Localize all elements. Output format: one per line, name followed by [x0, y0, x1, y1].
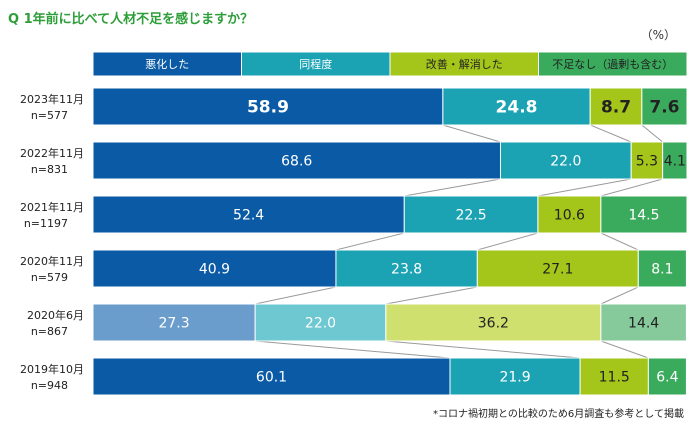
data-label: 6.4	[656, 370, 678, 386]
data-label: 8.1	[651, 262, 673, 278]
category-date-label: 2019年10月	[20, 362, 84, 376]
connector-line	[600, 286, 639, 305]
category-n-label: n=867	[31, 325, 68, 338]
category-n-label: n=577	[31, 109, 68, 122]
bar-segment	[600, 195, 688, 234]
legend-label: 不足なし（過剰も含む）	[552, 57, 673, 71]
data-label: 21.9	[499, 370, 530, 386]
category-date-label: 2022年11月	[20, 146, 84, 160]
bar-segment	[600, 303, 687, 342]
connector-line	[255, 286, 337, 305]
data-label: 4.1	[664, 154, 686, 170]
bar-segment	[92, 141, 501, 180]
data-label: 24.8	[496, 98, 538, 118]
legend-swatch	[389, 51, 539, 77]
connector-line	[385, 340, 581, 359]
category-n-label: n=579	[31, 271, 68, 284]
connector-line	[404, 178, 501, 197]
bar-segment	[442, 87, 591, 126]
data-label: 60.1	[256, 370, 287, 386]
bar-segment	[630, 141, 664, 180]
connector-line	[442, 124, 501, 143]
data-label: 14.5	[628, 208, 659, 224]
category-n-label: n=831	[31, 163, 68, 176]
bar-segment	[92, 87, 444, 126]
data-label: 52.4	[233, 208, 264, 224]
data-label: 5.3	[636, 154, 658, 170]
data-label: 58.9	[247, 98, 289, 118]
bar-segment	[647, 357, 687, 396]
bar-segment	[92, 249, 337, 288]
unit-label: （%）	[640, 28, 676, 42]
bar-segment	[537, 195, 602, 234]
category-n-label: n=1197	[24, 217, 68, 230]
bar-segment	[662, 141, 688, 180]
connector-line	[600, 178, 663, 197]
connector-line	[385, 286, 478, 305]
data-label: 27.3	[158, 316, 189, 332]
bar-segment	[476, 249, 639, 288]
data-label: 11.5	[599, 370, 630, 386]
bar-segment	[449, 357, 581, 396]
chart-title: Q 1年前に比べて人材不足を感じますか？	[8, 12, 254, 27]
legend-swatch	[92, 51, 242, 77]
bar-segment	[92, 195, 405, 234]
connector-line	[600, 232, 639, 251]
footnote: *コロナ禍初期との比較のため6月調査も参考として掲載	[433, 409, 684, 420]
connector-line	[255, 340, 451, 359]
data-label: 23.8	[391, 262, 422, 278]
connector-line	[600, 340, 649, 359]
connector-line	[537, 178, 632, 197]
data-label: 7.6	[649, 98, 679, 118]
category-date-label: 2023年11月	[20, 92, 84, 106]
data-label: 22.0	[305, 316, 336, 332]
data-label: 22.5	[455, 208, 486, 224]
data-label: 40.9	[199, 262, 230, 278]
data-label: 14.4	[628, 316, 659, 332]
category-n-label: n=948	[31, 379, 68, 392]
bar-segment	[254, 303, 387, 342]
connector-line	[589, 124, 632, 143]
data-label: 10.6	[554, 208, 585, 224]
category-date-label: 2020年11月	[20, 254, 84, 268]
bar-segment	[385, 303, 602, 342]
bar-segment	[589, 87, 643, 126]
bar-segment	[637, 249, 687, 288]
category-date-label: 2021年11月	[20, 200, 84, 214]
connector-line	[477, 232, 539, 251]
legend-label: 同程度	[299, 57, 332, 71]
data-label: 22.0	[550, 154, 581, 170]
data-label: 27.1	[542, 262, 573, 278]
bar-segment	[335, 249, 478, 288]
data-label: 68.6	[281, 154, 312, 170]
legend-label: 改善・解消した	[426, 57, 503, 71]
bar-segment	[403, 195, 539, 234]
connector-line	[641, 124, 663, 143]
bar-segment	[641, 87, 688, 126]
data-label: 36.2	[478, 316, 509, 332]
category-date-label: 2020年6月	[27, 308, 84, 322]
legend-swatch	[538, 51, 688, 77]
legend-label: 悪化した	[145, 57, 189, 71]
data-label: 8.7	[601, 98, 631, 118]
connector-line	[335, 232, 405, 251]
